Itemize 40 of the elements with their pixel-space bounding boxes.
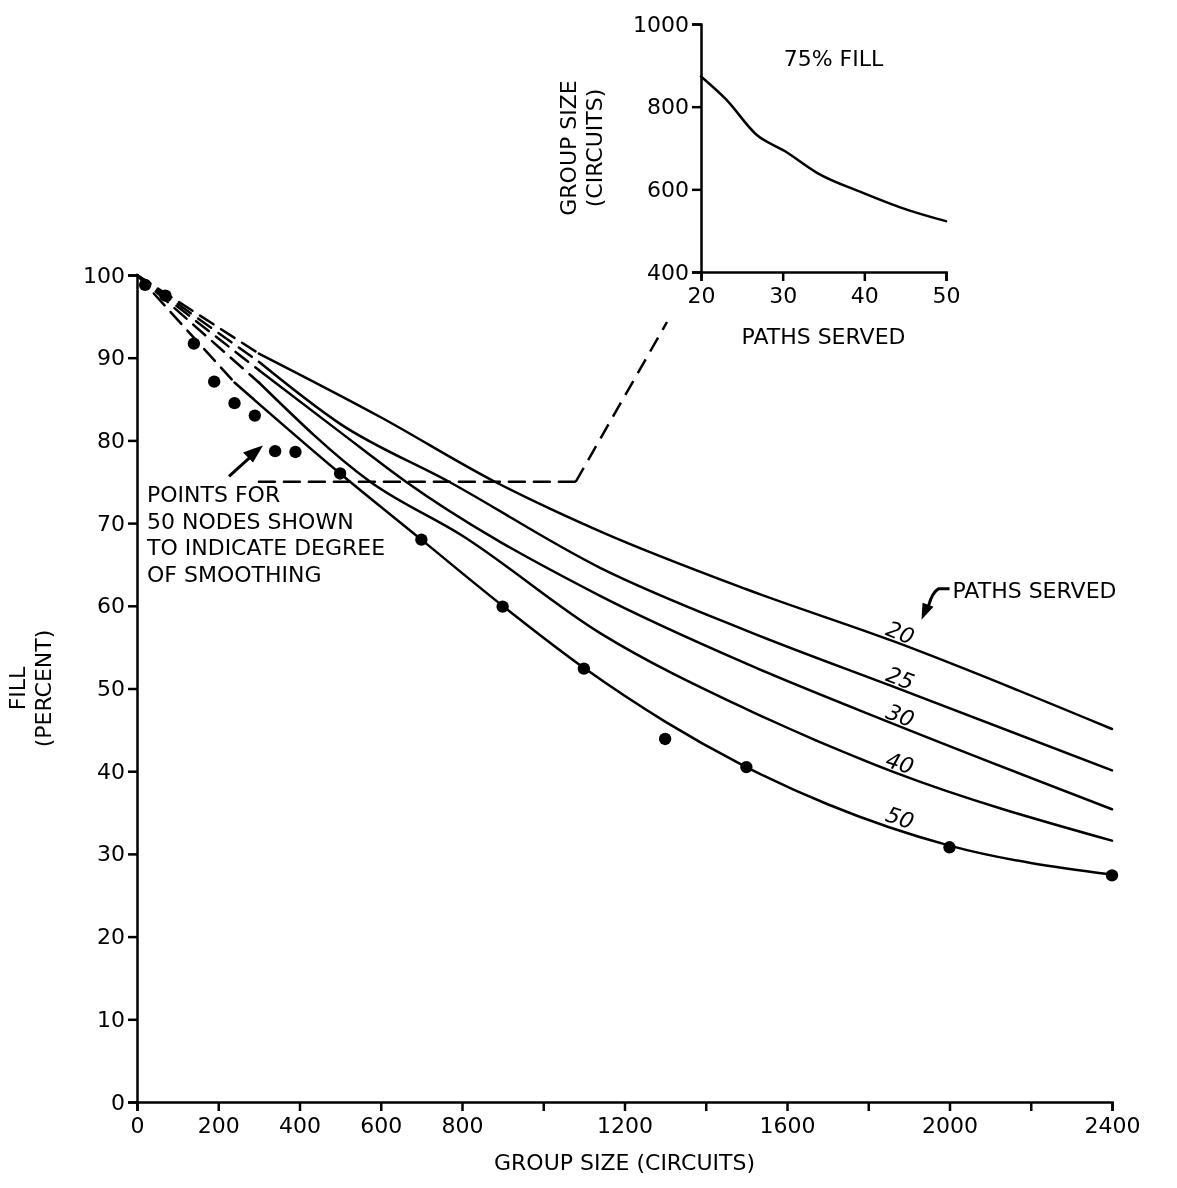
x-tick-label: 200 [197, 1112, 240, 1138]
x-tick-label: 20 [687, 282, 716, 308]
x-tick-label: 2000 [922, 1112, 978, 1138]
y-tick-label: 90 [97, 345, 125, 371]
annotation: POINTS FOR 50 NODES SHOWN TO INDICATE DEGREE OF SMOOTHING [146, 482, 386, 587]
y-tick-label: 10 [97, 1006, 125, 1032]
legend-label: 20 [882, 616, 918, 650]
legend-title: PATHS SERVED [952, 577, 1117, 603]
y-tick-label: 80 [97, 427, 125, 453]
y-tick-label: 600 [647, 176, 689, 202]
x-tick-label: 1200 [597, 1112, 653, 1138]
x-tick-label: 30 [769, 282, 798, 308]
y-tick-label: 70 [97, 510, 125, 536]
text: 50 [882, 801, 918, 835]
x-axis-title: PATHS SERVED [741, 324, 906, 349]
y-tick-label: 60 [97, 593, 125, 619]
y-tick-label: 40 [97, 758, 125, 784]
y-axis-title: FILL (PERCENT) [5, 629, 57, 748]
x-tick-label: 2400 [1084, 1112, 1141, 1138]
text: 25 [882, 661, 918, 695]
x-tick-label: 800 [441, 1112, 484, 1138]
x-tick-label: 0 [130, 1112, 145, 1138]
y-axis-title: GROUP SIZE (CIRCUITS) [556, 80, 608, 216]
text: 30 [882, 698, 918, 733]
text: 40 [882, 747, 917, 780]
x-axis-title: GROUP SIZE (CIRCUITS) [494, 1150, 755, 1175]
y-tick-label: 1000 [633, 11, 689, 37]
x-tick-label: 1600 [759, 1112, 816, 1138]
y-tick-label: 800 [647, 94, 689, 120]
x-tick-label: 600 [360, 1112, 403, 1138]
y-tick-label: 0 [111, 1089, 125, 1115]
x-tick-label: 400 [279, 1112, 321, 1138]
y-tick-label: 100 [83, 262, 125, 288]
x-tick-label: 40 [850, 282, 879, 308]
y-tick-label: 30 [97, 841, 125, 867]
y-tick-label: 20 [97, 924, 125, 950]
y-tick-label: 400 [647, 259, 689, 285]
x-tick-label: 50 [932, 282, 961, 308]
y-tick-label: 50 [97, 676, 125, 702]
text: 75% FILL [783, 46, 885, 71]
